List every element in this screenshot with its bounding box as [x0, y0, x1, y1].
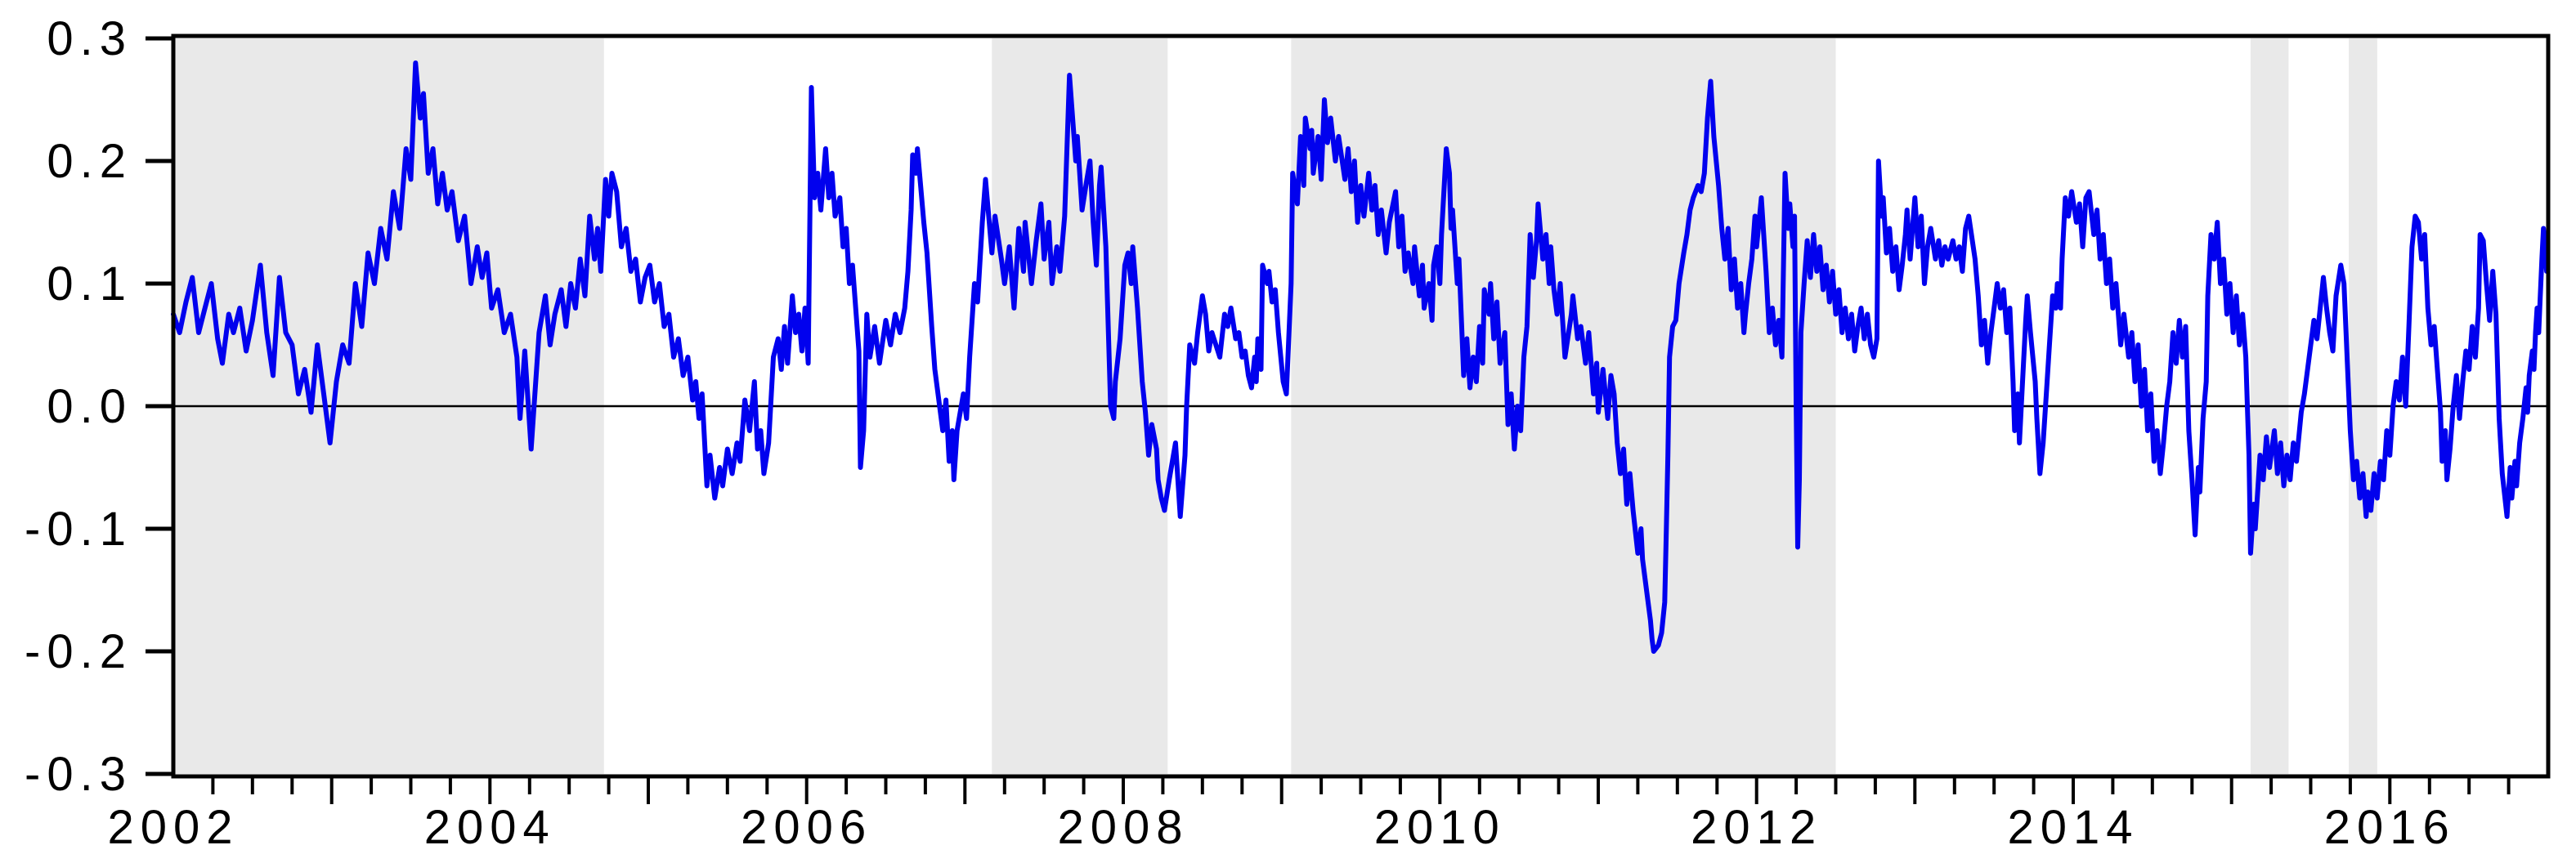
x-axis-tick-label: 2010 [1374, 801, 1506, 854]
x-axis-tick-label: 2006 [741, 801, 872, 854]
y-axis-tick-label: -0.2 [25, 625, 132, 678]
x-axis-tick-label: 2008 [1057, 801, 1189, 854]
x-axis-tick-label: 2016 [2324, 801, 2456, 854]
x-axis-tick-label: 2004 [424, 801, 556, 854]
series-line [171, 60, 2550, 654]
x-axis-tick-label: 2014 [2007, 801, 2139, 854]
y-axis-tick-label: 0.3 [47, 12, 132, 65]
x-axis-tick-label: 2012 [1691, 801, 1822, 854]
y-axis-tick-label: -0.3 [25, 748, 132, 801]
x-axis-tick-label: 2002 [107, 801, 239, 854]
y-axis-tick-label: -0.1 [25, 503, 132, 556]
y-axis-tick-label: 0.1 [47, 257, 132, 311]
y-axis-tick-label: 0.0 [47, 380, 132, 433]
y-axis-tick-label: 0.2 [47, 135, 132, 188]
